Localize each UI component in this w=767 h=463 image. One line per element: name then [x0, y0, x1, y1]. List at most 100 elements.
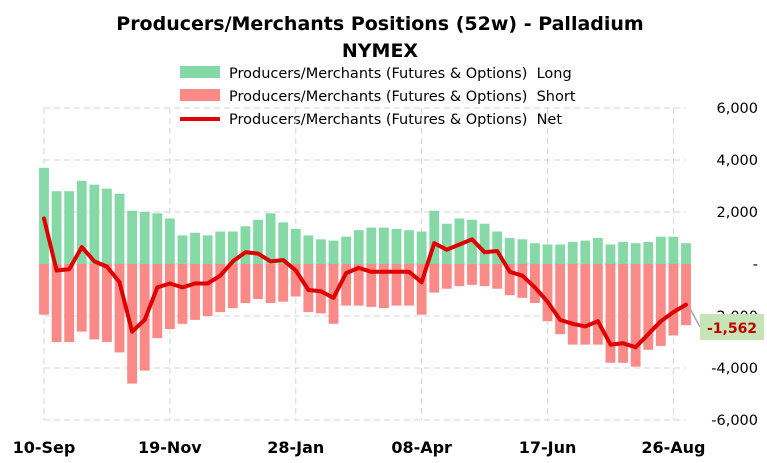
short-bar — [580, 264, 591, 345]
long-bar — [643, 241, 654, 264]
long-bar — [630, 243, 641, 264]
long-bar — [202, 235, 213, 264]
short-bar — [227, 264, 238, 309]
long-bar — [530, 243, 540, 264]
short-bar — [190, 264, 200, 320]
x-tick-label: 26-Aug — [641, 438, 705, 457]
long-bar — [265, 213, 276, 264]
long-bar — [353, 230, 364, 264]
short-bar — [404, 264, 414, 306]
y-tick-label: -4,000 — [711, 361, 758, 377]
short-bar — [668, 264, 679, 336]
short-bar — [265, 264, 276, 303]
short-bar — [152, 264, 163, 339]
long-bar — [504, 238, 515, 264]
long-bar — [139, 212, 150, 264]
long-bar — [404, 230, 414, 264]
short-bar — [253, 264, 263, 300]
long-bar — [152, 213, 163, 264]
long-bar — [479, 223, 490, 264]
long-bar — [328, 240, 339, 264]
short-bar — [164, 264, 175, 329]
short-bar — [567, 264, 578, 345]
long-bar — [655, 236, 666, 264]
y-tick-label: 6,000 — [716, 101, 758, 117]
last-value-callout: -1,562 — [689, 308, 764, 340]
callout-leader-line — [689, 308, 701, 328]
short-bar — [429, 264, 440, 293]
long-bar — [303, 235, 314, 264]
legend-label-net: Producers/Merchants (Futures & Options) … — [229, 112, 562, 128]
short-bar — [530, 264, 540, 303]
short-bar — [366, 264, 377, 307]
short-bar — [391, 264, 402, 306]
long-bar — [190, 232, 200, 264]
y-tick-label: 4,000 — [716, 153, 758, 169]
long-bar — [76, 180, 87, 264]
legend-swatch-long — [180, 66, 220, 78]
short-bar — [643, 264, 654, 350]
short-bar — [555, 264, 566, 335]
x-axis-ticks: 10-Sep 19-Nov 28-Jan 08-Apr 17-Jun 26-Aug — [13, 438, 706, 457]
last-value-box — [700, 314, 764, 340]
long-bar — [567, 241, 578, 264]
long-bar — [164, 218, 175, 264]
short-bar — [39, 264, 49, 315]
short-bar — [467, 264, 477, 285]
net-line-group — [42, 216, 688, 350]
long-bar — [39, 167, 49, 264]
long-bar — [681, 243, 691, 264]
long-bar — [227, 231, 238, 264]
long-bar — [64, 191, 75, 264]
long-bar — [555, 244, 566, 264]
long-bar — [341, 236, 352, 264]
y-tick-label: 2,000 — [716, 205, 758, 221]
long-bar — [177, 235, 188, 264]
legend-label-long: Producers/Merchants (Futures & Options) … — [229, 66, 572, 82]
short-bar — [290, 264, 301, 297]
long-bar — [391, 228, 402, 264]
short-bar — [605, 264, 616, 363]
short-bar — [592, 264, 603, 345]
x-tick-label: 08-Apr — [391, 438, 452, 457]
short-bar — [202, 264, 213, 316]
short-bar — [89, 264, 100, 340]
long-bar — [366, 227, 377, 264]
short-bar — [416, 264, 427, 315]
long-bar — [416, 231, 427, 264]
long-bar — [278, 222, 289, 264]
short-bar — [441, 264, 452, 289]
long-bar — [114, 193, 125, 264]
long-bar — [215, 231, 226, 264]
legend-label-short: Producers/Merchants (Futures & Options) … — [229, 89, 576, 105]
legend-swatch-short — [180, 89, 220, 101]
long-bar — [102, 188, 112, 264]
chart-title: Producers/Merchants Positions (52w) - Pa… — [116, 13, 643, 35]
long-bar — [378, 227, 389, 264]
short-bar — [240, 264, 251, 303]
short-bar — [64, 264, 75, 342]
short-bar — [479, 264, 490, 287]
short-bar — [215, 264, 226, 313]
last-value-label: -1,562 — [707, 321, 757, 337]
short-bar — [316, 264, 326, 314]
long-bar — [429, 210, 440, 264]
long-bar — [580, 240, 591, 264]
long-bar — [454, 218, 465, 264]
short-bar — [114, 264, 125, 353]
long-bar — [89, 184, 100, 264]
short-bar — [353, 264, 364, 306]
long-bars — [39, 167, 691, 264]
short-bar — [630, 264, 641, 367]
net-line — [42, 216, 688, 350]
x-tick-label: 28-Jan — [267, 438, 324, 457]
x-tick-label: 17-Jun — [519, 438, 577, 457]
short-bars — [39, 264, 691, 384]
long-bar — [240, 226, 251, 264]
long-bar — [618, 241, 628, 264]
short-bar — [76, 264, 87, 332]
short-bar — [278, 264, 289, 302]
long-bar — [492, 231, 503, 264]
